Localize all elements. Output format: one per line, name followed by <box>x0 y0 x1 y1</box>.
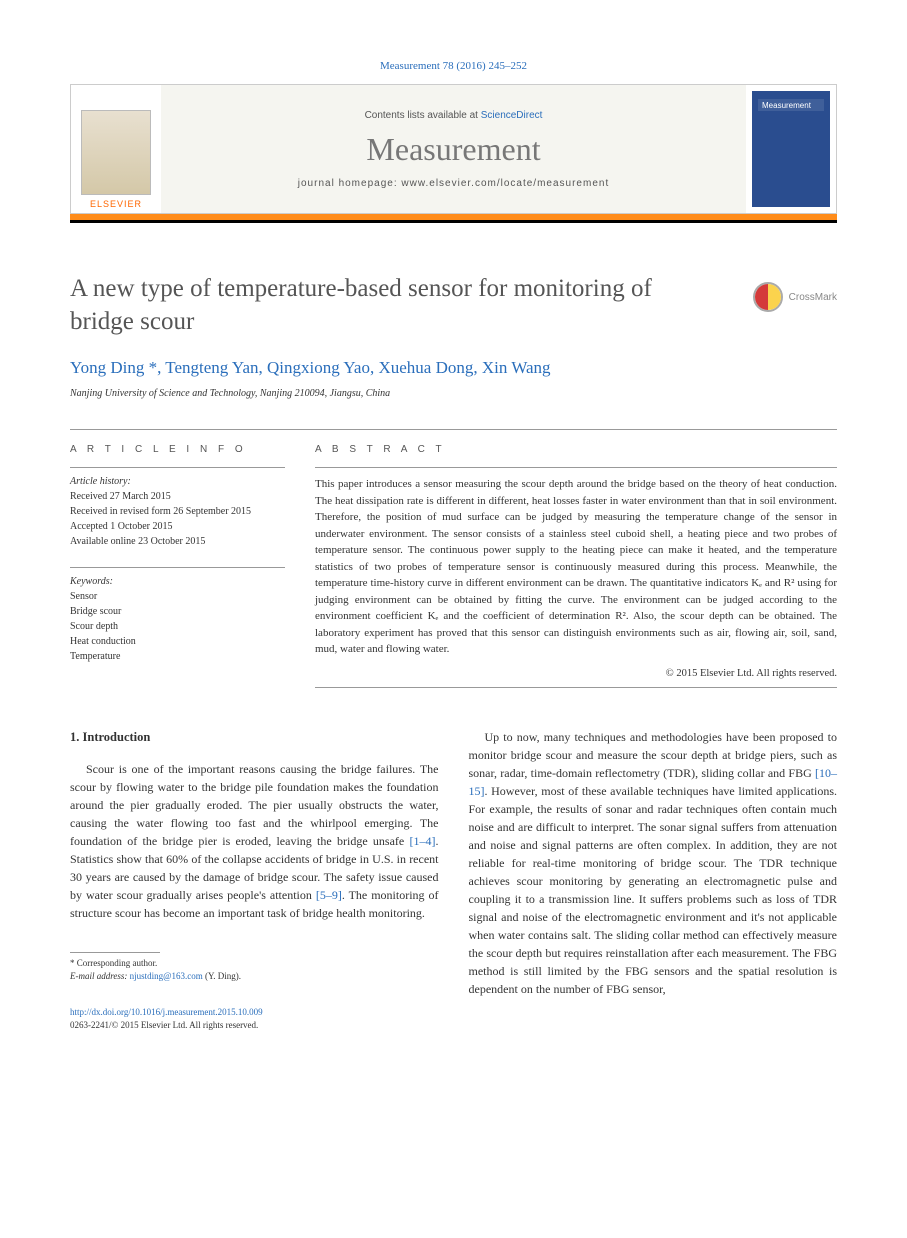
text-run: . However, most of these available techn… <box>469 784 838 996</box>
history-item: Available online 23 October 2015 <box>70 534 285 549</box>
history-item: Received 27 March 2015 <box>70 489 285 504</box>
divider <box>70 429 837 430</box>
publisher-name: ELSEVIER <box>90 199 142 209</box>
citation-link[interactable]: [1–4] <box>410 834 436 848</box>
issn-line: 0263-2241/© 2015 Elsevier Ltd. All right… <box>70 1019 439 1032</box>
section-heading: 1. Introduction <box>70 728 439 747</box>
abstract-heading: A B S T R A C T <box>315 444 837 455</box>
body-paragraph: Up to now, many techniques and methodolo… <box>469 728 838 998</box>
history-label: Article history: <box>70 474 285 489</box>
homepage-line: journal homepage: www.elsevier.com/locat… <box>298 178 609 189</box>
text-run: Scour is one of the important reasons ca… <box>70 762 439 848</box>
text-run: Up to now, many techniques and methodolo… <box>469 730 838 780</box>
keywords-label: Keywords: <box>70 574 285 589</box>
contents-prefix: Contents lists available at <box>365 110 481 121</box>
divider <box>315 687 837 688</box>
affiliation: Nanjing University of Science and Techno… <box>70 388 837 399</box>
column-right: Up to now, many techniques and methodolo… <box>469 728 838 1032</box>
email-suffix: (Y. Ding). <box>203 971 241 981</box>
doi-link[interactable]: http://dx.doi.org/10.1016/j.measurement.… <box>70 1006 439 1019</box>
keyword-item: Heat conduction <box>70 634 285 649</box>
citation-link[interactable]: [5–9] <box>316 888 342 902</box>
crossmark-icon <box>753 282 783 312</box>
keyword-item: Sensor <box>70 589 285 604</box>
journal-header: ELSEVIER Contents lists available at Sci… <box>70 84 837 214</box>
footnote-separator <box>70 952 160 953</box>
article-info-heading: A R T I C L E I N F O <box>70 444 285 455</box>
email-line: E-mail address: njustding@163.com (Y. Di… <box>70 970 439 983</box>
corresponding-author-note: * Corresponding author. <box>70 957 439 970</box>
elsevier-logo: ELSEVIER <box>71 85 161 213</box>
keyword-item: Bridge scour <box>70 604 285 619</box>
article-title: A new type of temperature-based sensor f… <box>70 273 690 338</box>
history-item: Received in revised form 26 September 20… <box>70 504 285 519</box>
abstract-panel: A B S T R A C T This paper introduces a … <box>315 444 837 688</box>
crossmark-badge[interactable]: CrossMark <box>753 282 837 312</box>
abstract-text: This paper introduces a sensor measuring… <box>315 467 837 658</box>
history-item: Accepted 1 October 2015 <box>70 519 285 534</box>
body-paragraph: Scour is one of the important reasons ca… <box>70 760 439 922</box>
top-citation: Measurement 78 (2016) 245–252 <box>70 60 837 72</box>
journal-name: Measurement <box>366 131 540 168</box>
authors-line: Yong Ding *, Tengteng Yan, Qingxiong Yao… <box>70 358 837 378</box>
keyword-item: Scour depth <box>70 619 285 634</box>
crossmark-label: CrossMark <box>789 292 837 303</box>
black-accent-bar <box>70 220 837 223</box>
copyright-line: © 2015 Elsevier Ltd. All rights reserved… <box>315 668 837 679</box>
keywords-block: Keywords: Sensor Bridge scour Scour dept… <box>70 567 285 664</box>
footnotes: * Corresponding author. E-mail address: … <box>70 957 439 982</box>
article-info-panel: A R T I C L E I N F O Article history: R… <box>70 444 285 688</box>
bottom-info: http://dx.doi.org/10.1016/j.measurement.… <box>70 1006 439 1031</box>
body-columns: 1. Introduction Scour is one of the impo… <box>70 728 837 1032</box>
elsevier-tree-icon <box>81 110 151 195</box>
keyword-item: Temperature <box>70 649 285 664</box>
history-block: Article history: Received 27 March 2015 … <box>70 467 285 549</box>
sciencedirect-link[interactable]: ScienceDirect <box>481 110 543 121</box>
contents-line: Contents lists available at ScienceDirec… <box>365 110 543 121</box>
column-left: 1. Introduction Scour is one of the impo… <box>70 728 439 1032</box>
email-label: E-mail address: <box>70 971 130 981</box>
header-center: Contents lists available at ScienceDirec… <box>161 85 746 213</box>
journal-cover-thumbnail: Measurement <box>752 91 830 207</box>
cover-label: Measurement <box>762 101 811 110</box>
author-email-link[interactable]: njustding@163.com <box>130 971 203 981</box>
